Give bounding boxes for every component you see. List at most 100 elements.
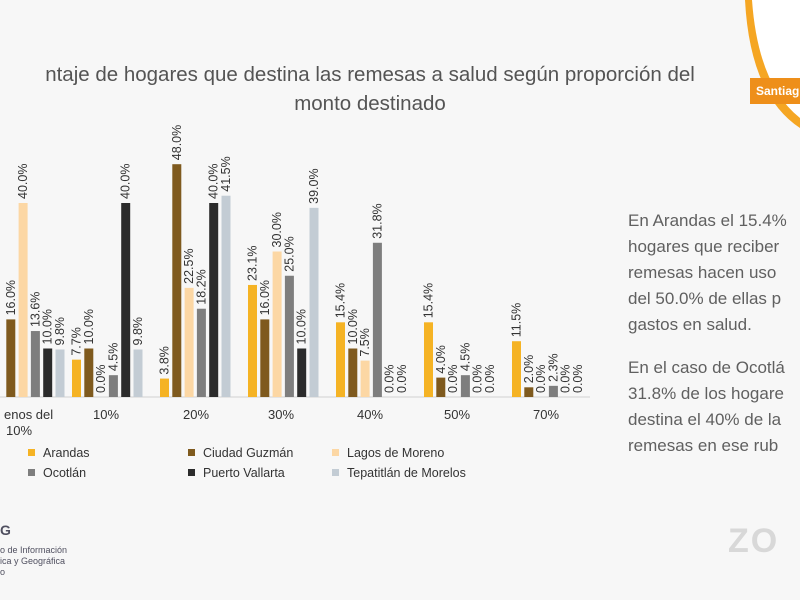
institution-name-line: o bbox=[0, 567, 6, 577]
legend-swatch bbox=[332, 469, 339, 477]
data-label: 10.0% bbox=[295, 309, 309, 344]
data-label: 15.4% bbox=[334, 283, 348, 318]
chart-title: ntaje de hogares que destina las remesas… bbox=[0, 60, 750, 118]
legend-swatch bbox=[332, 449, 339, 457]
bar-ciudad-guzm-n bbox=[436, 377, 446, 397]
legend-swatch bbox=[188, 449, 195, 457]
data-label: 4.5% bbox=[106, 343, 120, 372]
data-label: 0.0% bbox=[395, 365, 409, 394]
category-label: 40% bbox=[357, 407, 383, 422]
legend-item: Arandas bbox=[28, 446, 90, 460]
bar-ciudad-guzm-n bbox=[348, 348, 358, 397]
bar-tepatitl-n-de-morelos bbox=[221, 195, 231, 397]
category-label: 10% bbox=[6, 423, 32, 438]
data-label: 7.5% bbox=[358, 328, 372, 357]
bar-tepatitl-n-de-morelos bbox=[309, 207, 319, 397]
legend-swatch bbox=[188, 469, 195, 477]
data-label: 10.0% bbox=[41, 309, 55, 344]
data-label: 0.0% bbox=[571, 365, 585, 394]
bar-arandas bbox=[160, 378, 169, 397]
side-text-line: gastos en salud. bbox=[628, 315, 752, 334]
bar-lagos-de-moreno bbox=[18, 203, 28, 397]
chart-legend: Arandas Ciudad Guzmán Lagos de Moreno Ocotl… bbox=[0, 440, 520, 490]
legend-label: Ocotlán bbox=[43, 466, 87, 480]
data-label: 0.0% bbox=[534, 365, 548, 394]
institution-logo: G bbox=[0, 522, 11, 538]
bar-lagos-de-moreno bbox=[184, 287, 194, 397]
bar-ocotl-n bbox=[196, 308, 206, 397]
legend-item: Lagos de Moreno bbox=[332, 446, 444, 460]
data-label: 0.0% bbox=[94, 365, 108, 394]
side-text-line: En el caso de Ocotlá bbox=[628, 358, 785, 377]
chart-title-line2: monto destinado bbox=[294, 92, 446, 115]
bar-arandas bbox=[248, 284, 257, 397]
bar-lagos-de-moreno bbox=[360, 360, 370, 397]
data-label: 30.0% bbox=[270, 212, 284, 247]
data-label: 40.0% bbox=[207, 164, 221, 199]
bar-arandas bbox=[512, 341, 521, 397]
data-label: 40.0% bbox=[16, 164, 30, 199]
bar-tepatitl-n-de-morelos bbox=[133, 349, 143, 397]
data-label: 11.5% bbox=[510, 303, 524, 338]
legend-item: Tepatitlán de Morelos bbox=[332, 466, 466, 480]
data-label: 7.7% bbox=[70, 327, 84, 356]
side-paragraph: En el caso de Ocotlá 31.8% de los hogare d… bbox=[628, 355, 800, 459]
data-label: 0.0% bbox=[446, 365, 460, 394]
data-label: 25.0% bbox=[282, 236, 296, 271]
bar-ocotl-n bbox=[284, 275, 294, 397]
corner-decoration bbox=[745, 0, 800, 128]
data-label: 41.5% bbox=[219, 156, 233, 191]
data-label: 2.3% bbox=[546, 353, 560, 382]
bar-ocotl-n bbox=[548, 385, 558, 397]
side-text-line: hogares que reciber bbox=[628, 237, 780, 256]
legend-label: Arandas bbox=[43, 446, 90, 460]
data-label: 40.0% bbox=[119, 164, 133, 199]
data-label: 22.5% bbox=[182, 248, 196, 283]
side-text-line: 31.8% de los hogare bbox=[628, 384, 784, 403]
category-label: 50% bbox=[444, 407, 470, 422]
bar-ciudad-guzm-n bbox=[260, 319, 270, 397]
data-label: 9.8% bbox=[53, 317, 67, 346]
bar-tepatitl-n-de-morelos bbox=[55, 349, 65, 397]
category-label: 20% bbox=[183, 407, 209, 422]
data-label: 31.8% bbox=[370, 203, 384, 238]
bar-ocotl-n bbox=[108, 375, 118, 397]
legend-label: Puerto Vallarta bbox=[203, 466, 285, 480]
data-label: 9.8% bbox=[131, 317, 145, 346]
bar-chart: 16.0%40.0%13.6%10.0%9.8% 7.7%10.0%0.0%4.5… bbox=[0, 125, 590, 438]
data-label: 0.0% bbox=[559, 365, 573, 394]
bar-ciudad-guzm-n bbox=[84, 348, 94, 397]
category-label: enos del bbox=[4, 407, 53, 422]
legend-item: Ciudad Guzmán bbox=[188, 446, 293, 460]
side-text-line: destina el 40% de la bbox=[628, 410, 782, 429]
side-text-line: remesas hacen uso bbox=[628, 263, 777, 282]
legend-label: Ciudad Guzmán bbox=[203, 446, 294, 460]
data-label: 4.5% bbox=[458, 343, 472, 372]
data-label: 0.0% bbox=[383, 365, 397, 394]
bar-puerto-vallarta bbox=[43, 348, 53, 397]
side-text-line: remesas en ese rub bbox=[628, 436, 779, 455]
data-label: 10.0% bbox=[82, 309, 96, 344]
bar-ocotl-n bbox=[30, 331, 40, 397]
bar-lagos-de-moreno bbox=[272, 251, 282, 397]
bar-arandas bbox=[72, 359, 81, 397]
data-label: 16.0% bbox=[258, 280, 272, 315]
data-label: 0.0% bbox=[471, 365, 485, 394]
bar-puerto-vallarta bbox=[209, 203, 219, 397]
data-label: 39.0% bbox=[307, 168, 321, 203]
data-label: 16.0% bbox=[4, 280, 18, 315]
category-label: 10% bbox=[93, 407, 119, 422]
bar-ocotl-n bbox=[460, 375, 470, 397]
bar-ciudad-guzm-n bbox=[6, 319, 16, 397]
data-label: 0.0% bbox=[483, 365, 497, 394]
category-label: 70% bbox=[533, 407, 559, 422]
data-label: 3.8% bbox=[158, 346, 172, 375]
chart-title-line1: ntaje de hogares que destina las remesas… bbox=[45, 63, 695, 86]
data-label: 18.2% bbox=[194, 269, 208, 304]
side-text: En Arandas el 15.4% hogares que reciber re… bbox=[628, 208, 800, 476]
legend-label: Lagos de Moreno bbox=[347, 446, 445, 460]
bar-arandas bbox=[336, 322, 345, 397]
legend-label: Tepatitlán de Morelos bbox=[347, 466, 466, 480]
bar-arandas bbox=[424, 322, 433, 397]
institution-name-line: ica y Geográfica bbox=[0, 556, 66, 566]
